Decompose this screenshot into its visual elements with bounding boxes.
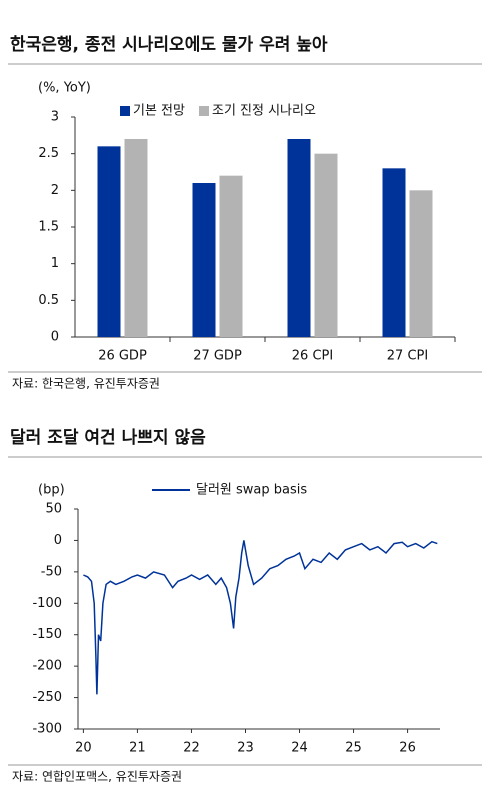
y-tick-label: 1 xyxy=(51,256,59,271)
y-tick-label: -150 xyxy=(32,627,62,642)
legend-swatch xyxy=(120,106,130,116)
x-tick-label: 20 xyxy=(75,741,92,756)
x-tick-label: 26 GDP xyxy=(98,349,147,364)
bar xyxy=(124,139,148,337)
axis-unit: (%, YoY) xyxy=(38,81,91,96)
bar xyxy=(97,146,121,337)
y-tick-label: 0 xyxy=(51,330,59,345)
x-tick-label: 27 CPI xyxy=(387,349,428,364)
source: 자료: 한국은행, 유진투자증권 xyxy=(12,376,160,391)
x-tick-label: 26 CPI xyxy=(292,349,333,364)
y-tick-label: 0 xyxy=(54,533,62,548)
chart-title: 한국은행, 종전 시나리오에도 물가 우려 높아 xyxy=(10,35,328,55)
y-tick-label: -250 xyxy=(32,690,62,705)
line xyxy=(83,540,438,695)
bar xyxy=(287,139,311,337)
y-tick-label: 2 xyxy=(51,183,59,198)
y-tick-label: 3 xyxy=(51,110,59,125)
x-tick-label: 25 xyxy=(345,741,362,756)
legend-label: 기본 전망 xyxy=(133,104,185,119)
y-tick-label: -100 xyxy=(32,596,62,611)
bar xyxy=(192,183,216,337)
y-tick-label: -300 xyxy=(32,722,62,737)
axis-unit: (bp) xyxy=(38,483,65,498)
legend-label: 조기 진정 시나리오 xyxy=(212,104,316,119)
x-tick-label: 26 xyxy=(399,741,416,756)
y-tick-label: 0.5 xyxy=(38,293,59,308)
x-tick-label: 27 GDP xyxy=(193,349,242,364)
bar xyxy=(314,153,338,337)
bar xyxy=(219,175,243,337)
bar xyxy=(382,168,406,337)
legend-label: 달러원 swap basis xyxy=(196,483,307,498)
source: 자료: 연합인포맥스, 유진투자증권 xyxy=(12,770,182,784)
legend-swatch xyxy=(198,106,209,116)
chart-title: 달러 조달 여건 나쁘지 않음 xyxy=(10,427,206,448)
x-tick-label: 21 xyxy=(129,741,146,756)
y-tick-label: -50 xyxy=(41,564,62,579)
y-tick-label: 50 xyxy=(45,502,62,517)
y-tick-label: 2.5 xyxy=(38,146,59,161)
y-tick-label: -200 xyxy=(32,659,62,674)
x-tick-label: 23 xyxy=(237,741,254,756)
bar xyxy=(409,190,433,337)
y-tick-label: 1.5 xyxy=(38,220,59,235)
x-tick-label: 24 xyxy=(291,741,308,756)
x-tick-label: 22 xyxy=(183,741,200,756)
